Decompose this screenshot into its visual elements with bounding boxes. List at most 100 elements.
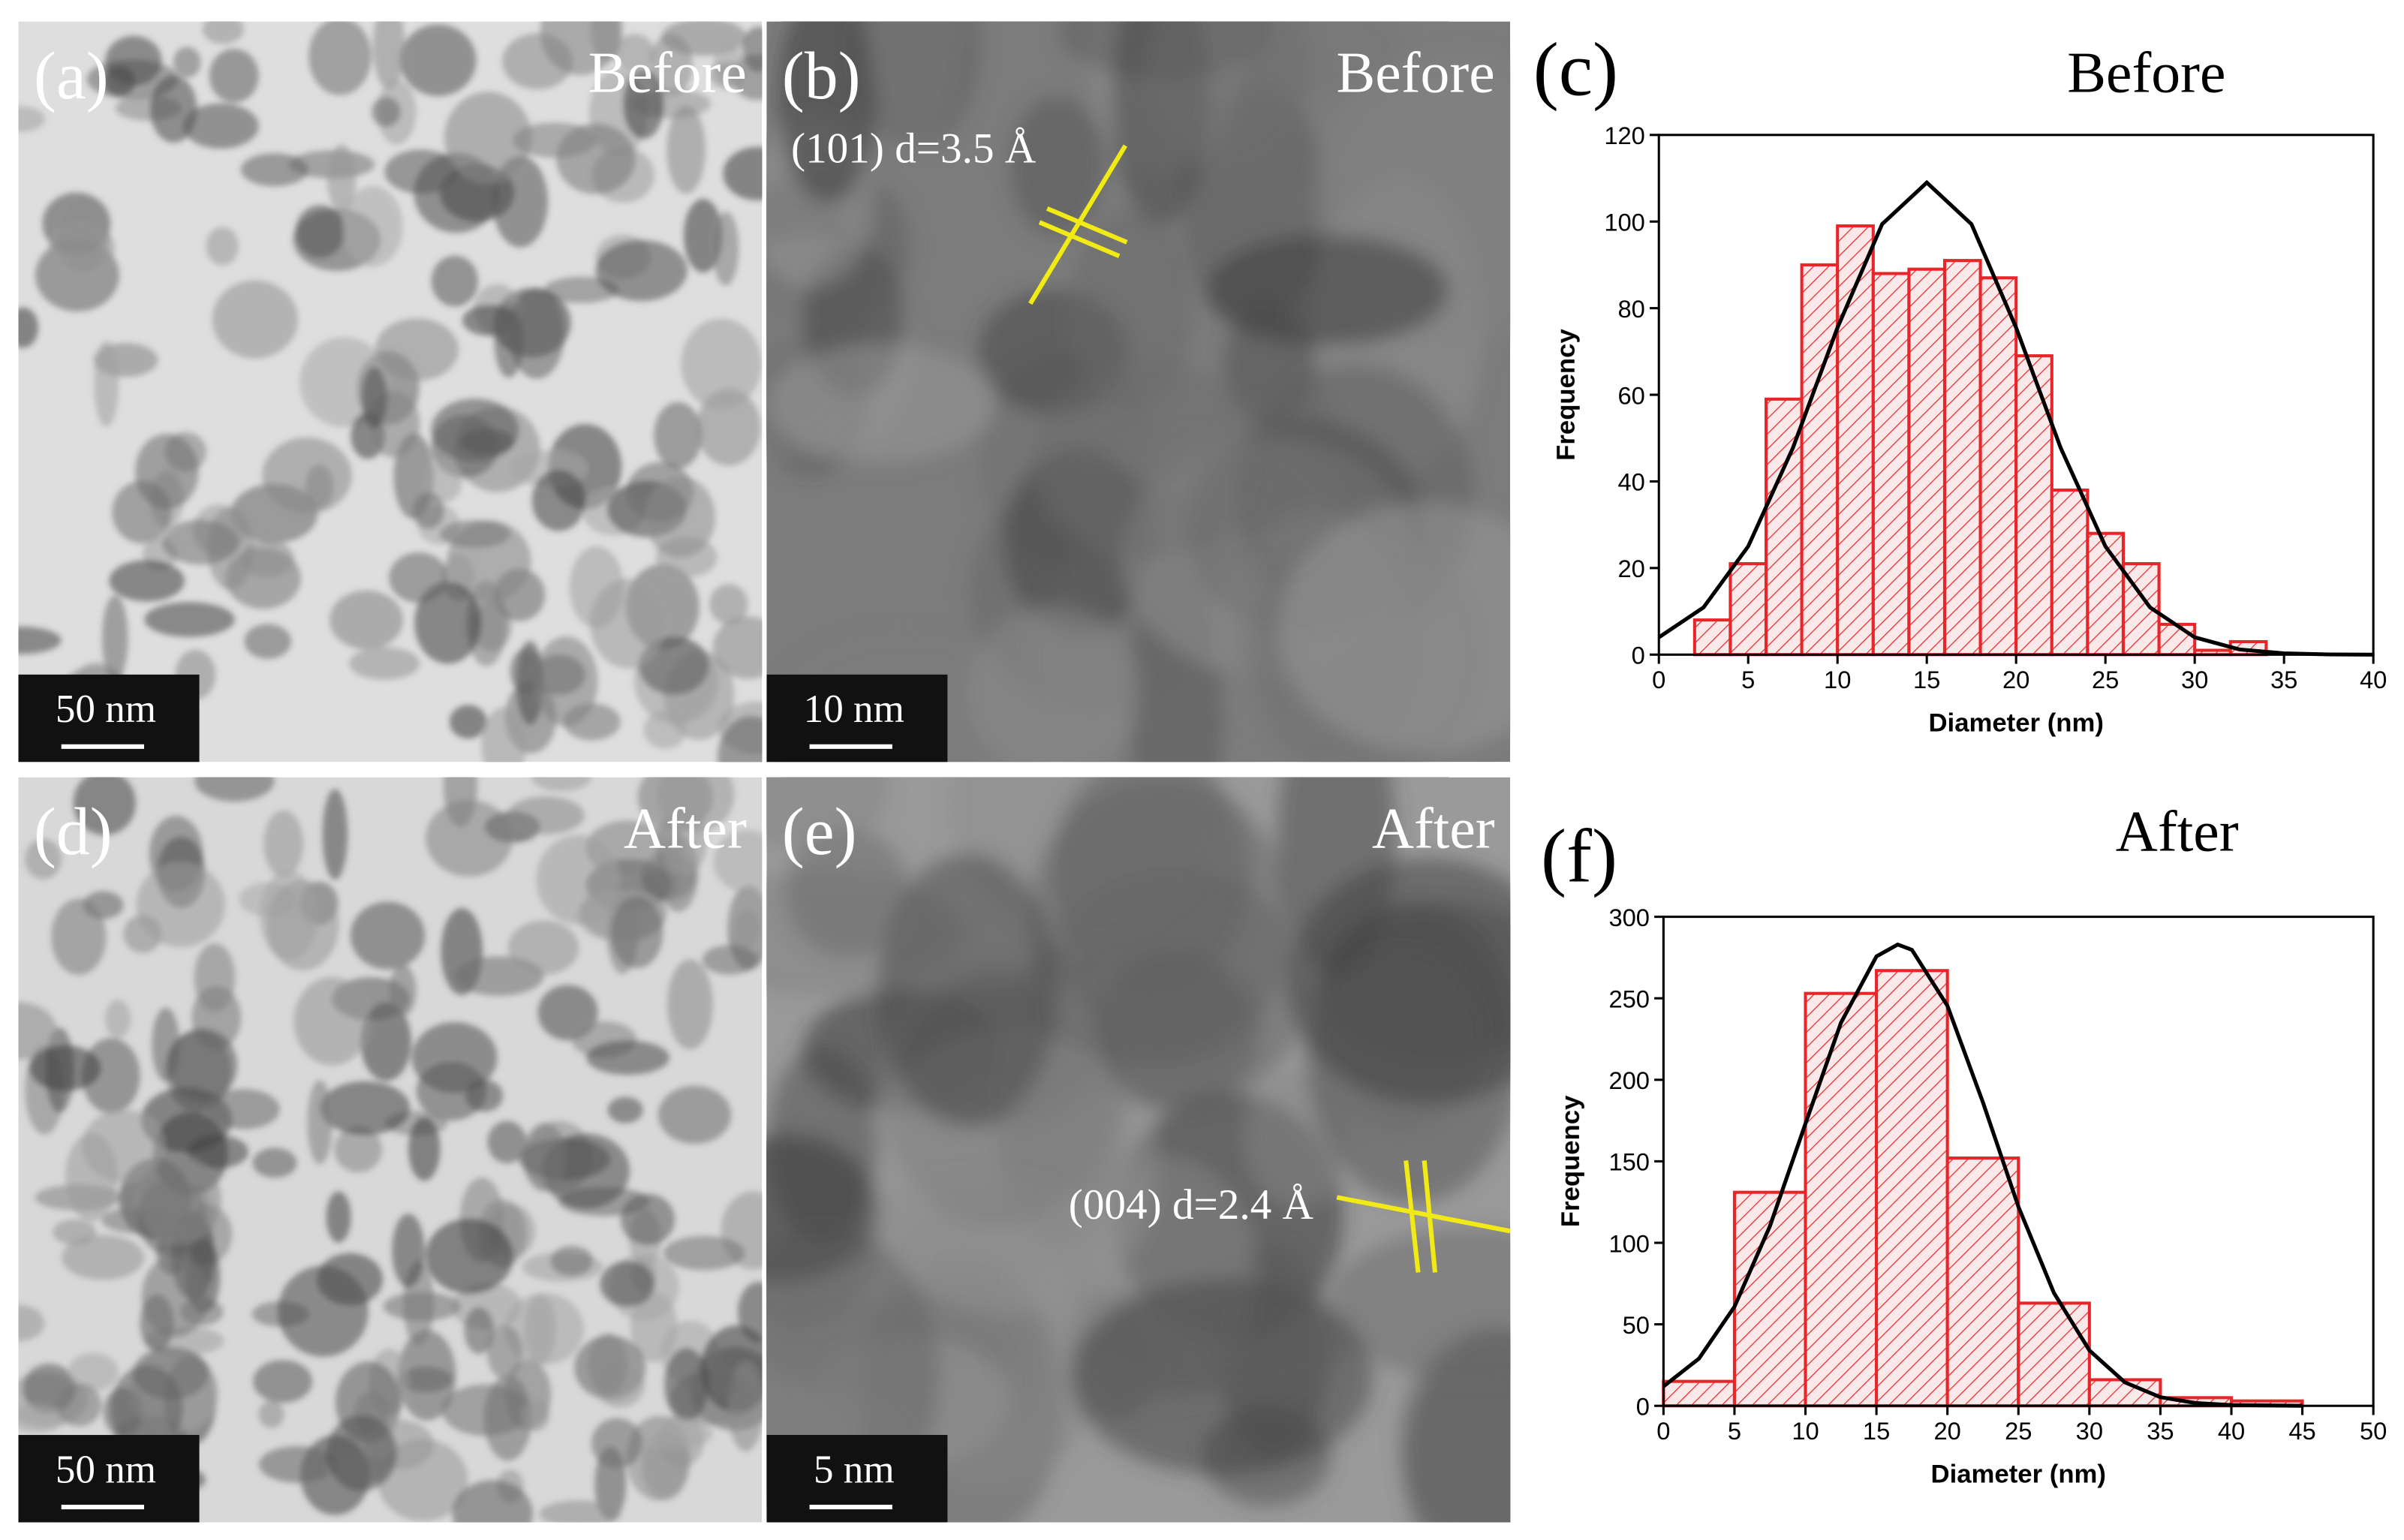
y-tick-label: 150 — [1608, 1148, 1650, 1176]
particle — [600, 1261, 655, 1307]
particle — [413, 492, 444, 529]
particle — [240, 153, 309, 187]
particle — [623, 69, 664, 140]
particle — [320, 1081, 411, 1135]
particle — [425, 1218, 513, 1295]
particle — [486, 1325, 523, 1379]
image-content — [766, 777, 1511, 1523]
particle — [423, 462, 462, 503]
particle — [657, 1085, 732, 1144]
particle — [507, 796, 585, 835]
particle — [161, 519, 239, 565]
particle — [399, 24, 477, 97]
particle — [56, 1383, 102, 1427]
particle — [194, 943, 236, 1012]
x-tick-label: 0 — [1652, 666, 1665, 693]
particle — [666, 959, 713, 1050]
particle — [459, 429, 514, 455]
panel-label: (a) — [34, 39, 109, 113]
particle — [209, 49, 259, 103]
particle — [531, 469, 586, 531]
particle — [712, 211, 739, 286]
particle — [212, 280, 298, 359]
y-tick-label: 250 — [1608, 985, 1650, 1012]
x-tick-label: 10 — [1824, 666, 1851, 693]
grain — [1034, 360, 1264, 561]
bar — [2157, 622, 2197, 657]
y-tick-label: 80 — [1618, 295, 1645, 323]
particle — [408, 1117, 441, 1181]
particle — [439, 520, 510, 548]
grain — [1068, 209, 1194, 408]
particle — [18, 626, 62, 654]
y-tick-label: 300 — [1608, 904, 1650, 931]
x-tick-label: 15 — [1863, 1417, 1890, 1445]
grain — [1095, 952, 1260, 1108]
x-tick-label: 25 — [2005, 1417, 2032, 1445]
x-tick-label: 40 — [2360, 666, 2387, 693]
particle — [398, 1367, 453, 1393]
particle — [522, 1123, 567, 1192]
particle — [173, 47, 201, 78]
particle — [723, 146, 763, 200]
particle — [550, 1245, 593, 1277]
x-tick-label: 0 — [1656, 1417, 1670, 1445]
lattice-marker — [1046, 206, 1128, 245]
grain — [1287, 858, 1511, 1105]
particle — [82, 1038, 140, 1114]
bar — [1871, 272, 1911, 657]
y-tick-label: 100 — [1604, 208, 1645, 236]
panel-condition: After — [624, 796, 747, 861]
particle — [664, 1347, 709, 1421]
particle — [411, 1021, 498, 1093]
panel-label: (b) — [782, 39, 861, 113]
grains — [766, 777, 1511, 1523]
particle — [464, 1307, 495, 1355]
particle — [51, 898, 107, 976]
particle — [110, 1365, 183, 1452]
micrograph: (d) After 50 nm — [18, 777, 763, 1523]
particle — [258, 1400, 284, 1428]
particle — [607, 1096, 643, 1123]
particle — [18, 106, 46, 132]
particle — [513, 122, 597, 158]
particle — [586, 1040, 670, 1075]
particle — [141, 1255, 209, 1337]
bar — [1942, 259, 1982, 657]
lattice-marker — [1336, 1195, 1511, 1234]
particles — [18, 21, 763, 762]
particle — [389, 552, 449, 603]
particle — [610, 896, 663, 969]
particle — [244, 624, 292, 659]
particle — [614, 34, 655, 72]
particle — [702, 945, 757, 975]
x-axis-label: Diameter (nm) — [1931, 1460, 2106, 1488]
bar — [1804, 991, 1879, 1408]
x-tick-label: 25 — [2092, 666, 2119, 693]
particle — [101, 594, 128, 681]
particle — [262, 437, 352, 514]
particle — [531, 777, 591, 792]
panel-label: (d) — [34, 795, 113, 869]
particle — [253, 1360, 313, 1403]
scale-bar-label: 5 nm — [814, 1448, 895, 1491]
particle — [350, 901, 426, 970]
bar — [1662, 1379, 1736, 1408]
particle — [109, 560, 185, 602]
particle — [73, 777, 136, 835]
grain — [778, 21, 877, 203]
grain — [865, 21, 967, 146]
grain — [1328, 1227, 1511, 1381]
particle — [18, 1404, 66, 1433]
particle — [666, 105, 706, 194]
image-content — [766, 21, 1511, 762]
particle — [507, 920, 579, 976]
particle — [392, 1214, 425, 1288]
particle — [718, 715, 763, 762]
particle — [94, 340, 119, 427]
grain — [967, 606, 1141, 762]
y-tick-label: 0 — [1636, 1392, 1650, 1420]
particle — [258, 1445, 338, 1483]
